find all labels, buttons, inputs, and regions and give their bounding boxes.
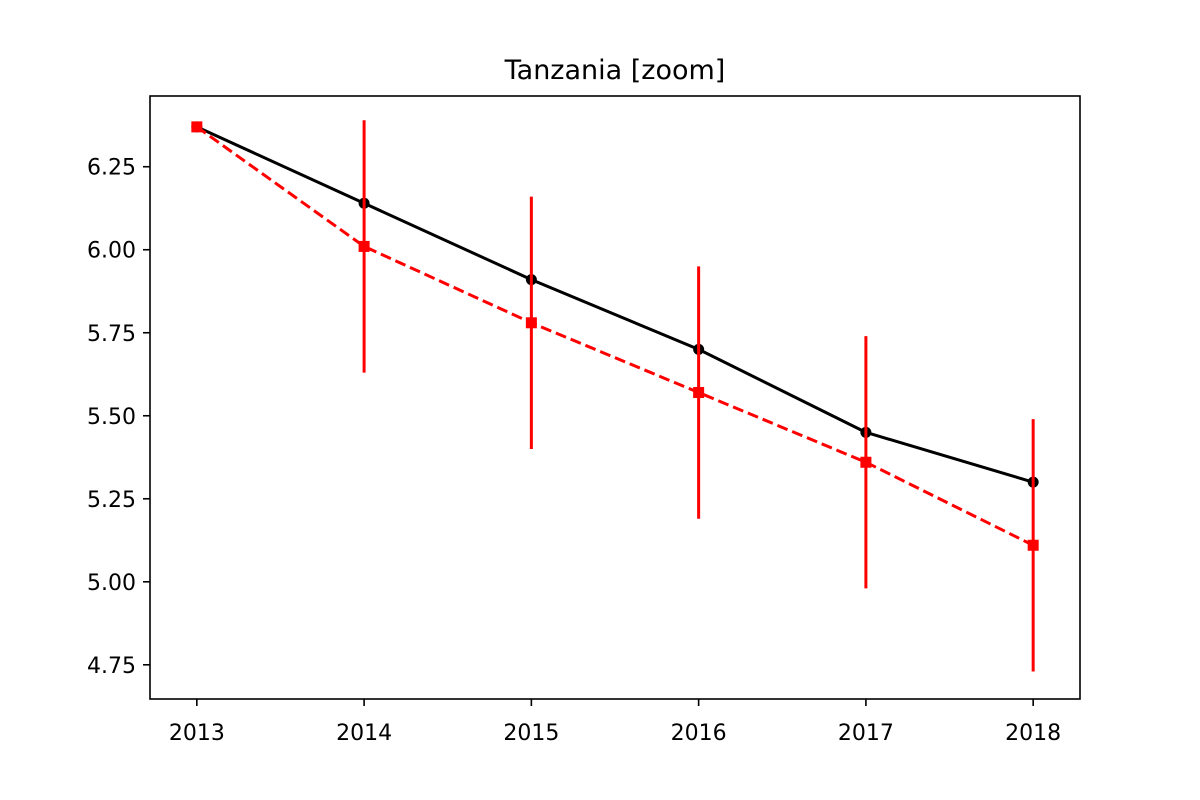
data-point [860,456,872,468]
plot-area: 2013 2014 2015 2016 2017 2018 4.75 5.00 5.25 5.50… [87,95,1081,746]
x-tick-label: 2013 [169,721,225,746]
plot-frame [149,95,1081,700]
y-tick-label: 5.75 [87,322,136,347]
x-tick-label: 2015 [503,721,559,746]
x-tick-label: 2014 [336,721,392,746]
x-tick-label: 2017 [838,721,894,746]
x-tick-label: 2016 [671,721,727,746]
y-tick-label: 6.00 [87,239,136,264]
series-0 [191,121,1039,488]
series-line [196,125,1034,484]
y-tick-label: 4.75 [87,654,136,679]
y-tick-label: 5.00 [87,571,136,596]
data-point [191,121,203,133]
data-point [525,317,537,329]
y-tick-label: 5.25 [87,488,136,513]
data-point [1027,539,1039,551]
chart-title: Tanzania [zoom] [504,55,726,86]
y-tick-label: 6.25 [87,156,136,181]
x-tick-label: 2018 [1005,721,1061,746]
series-line [195,125,1034,547]
series-1 [191,120,1039,672]
data-point [693,387,705,399]
data-point [358,240,370,252]
y-tick-label: 5.50 [87,405,136,430]
